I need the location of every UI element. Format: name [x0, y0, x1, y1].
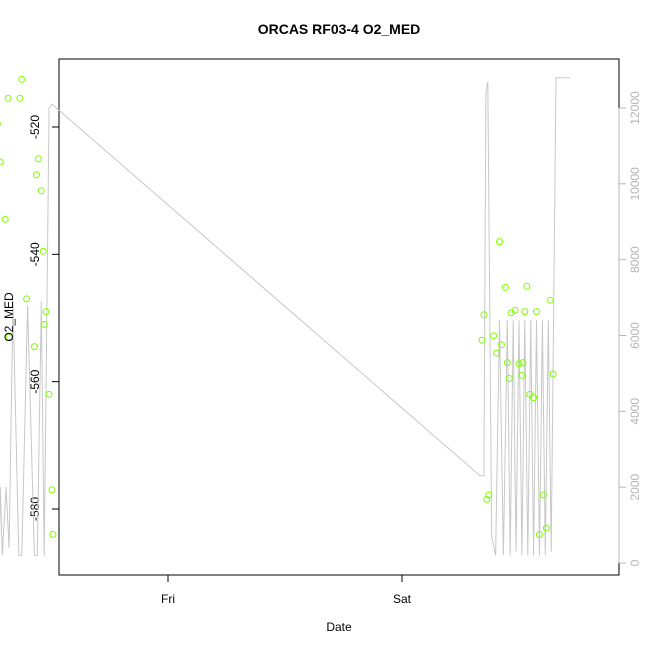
data-point [483, 495, 491, 503]
data-point [23, 295, 31, 303]
left-tick-label: -560 [28, 369, 42, 393]
data-point [542, 524, 550, 532]
left-tick-label: -540 [28, 242, 42, 266]
plot-frame [58, 58, 620, 576]
data-point [37, 187, 45, 195]
chart-title: ORCAS RF03-4 O2_MED [258, 21, 421, 37]
data-point [533, 308, 540, 316]
right-y-axis: 0 2000 4000 6000 8000 10000 12000 [618, 91, 642, 566]
data-point [530, 394, 538, 402]
y-axis-label: O2_MED [2, 292, 16, 342]
point-series [0, 75, 557, 538]
data-point [478, 336, 486, 344]
data-point [503, 359, 511, 367]
left-tick-label: -520 [28, 115, 42, 139]
data-point [546, 296, 554, 304]
right-tick-label: 12000 [628, 91, 642, 125]
data-point [496, 238, 503, 246]
data-point [519, 359, 527, 367]
data-point [40, 320, 48, 328]
right-tick-label: 10000 [628, 167, 642, 201]
right-tick-label: 6000 [628, 322, 642, 349]
data-point [18, 75, 26, 83]
data-point [511, 306, 519, 314]
data-point [49, 531, 57, 538]
data-point [501, 283, 509, 291]
data-point [48, 486, 56, 494]
x-axis-label: Date [326, 620, 352, 634]
left-tick-label: -580 [28, 497, 42, 521]
right-tick-label: 4000 [628, 398, 642, 425]
data-point [45, 390, 53, 398]
x-tick-label: Sat [393, 592, 412, 606]
data-point [498, 341, 505, 349]
data-point [505, 375, 513, 382]
data-point [42, 308, 50, 316]
data-point [493, 349, 501, 357]
data-point [539, 491, 547, 499]
data-point [0, 158, 4, 166]
x-axis: Fri Sat [161, 574, 412, 606]
data-point [518, 371, 526, 379]
data-point [30, 343, 38, 351]
data-point [5, 333, 13, 341]
data-point [521, 308, 529, 316]
x-tick-label: Fri [161, 592, 175, 606]
right-tick-label: 0 [628, 559, 642, 566]
right-tick-label: 2000 [628, 473, 642, 500]
data-point [4, 94, 12, 102]
series-line [0, 77, 570, 556]
left-y-axis: -520 -540 -560 -580 [28, 115, 60, 521]
data-point [16, 94, 24, 102]
data-point [523, 282, 531, 290]
data-point [39, 247, 47, 255]
right-tick-label: 8000 [628, 246, 642, 273]
data-point [536, 531, 543, 538]
line-series [0, 77, 570, 556]
data-point [485, 491, 493, 499]
data-point [490, 332, 498, 340]
data-point [549, 370, 557, 378]
data-point [1, 215, 9, 223]
data-point [515, 360, 523, 368]
data-point [34, 155, 42, 163]
data-point [32, 171, 40, 179]
data-point [480, 311, 488, 319]
